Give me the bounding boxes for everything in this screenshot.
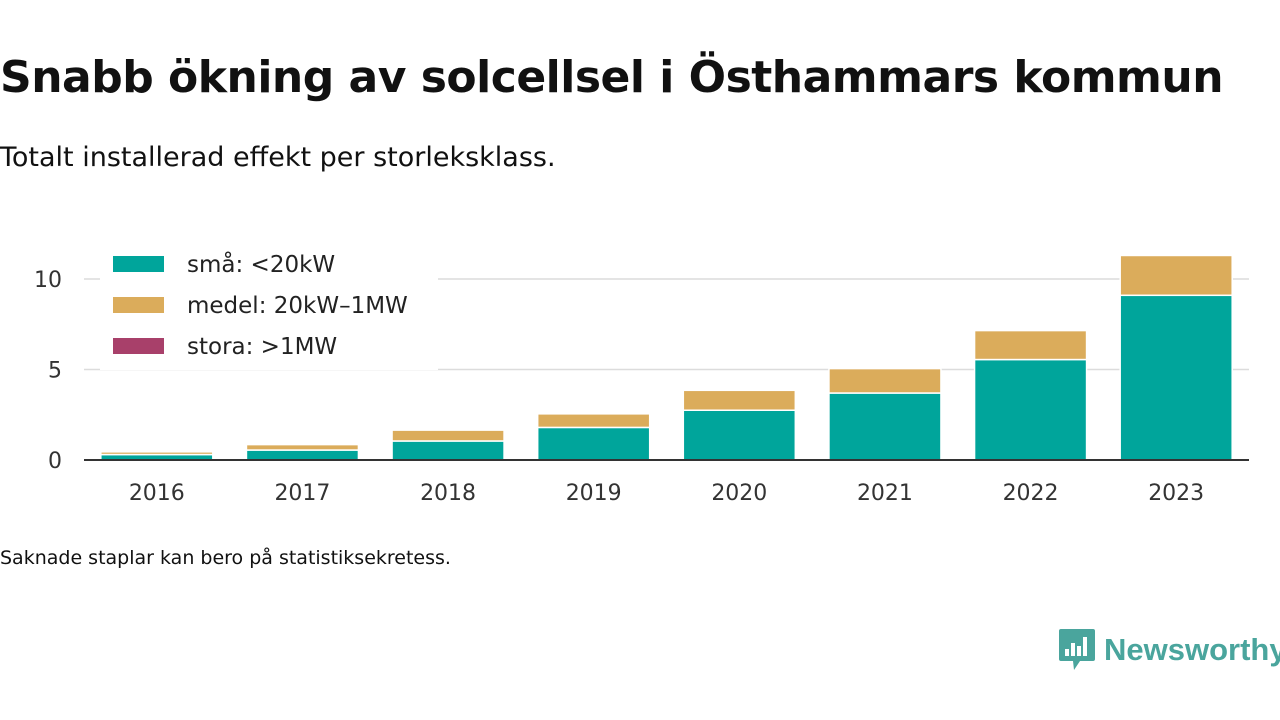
brand-name: Newsworthy [1104, 632, 1280, 667]
bar-segment-1 [100, 451, 214, 456]
bar-segment-0 [682, 409, 797, 461]
bar-segment-0 [1119, 294, 1233, 461]
chart-subtitle: Totalt installerad effekt per storlekskl… [0, 142, 556, 173]
newsworthy-chart-bubble-icon [1059, 629, 1095, 670]
bar-segment-1 [536, 413, 651, 429]
y-tick-label: 5 [48, 359, 62, 384]
bar-segment-1 [682, 389, 797, 411]
legend-swatch [113, 297, 164, 313]
chart-title: Snabb ökning av solcellsel i Östhammars … [0, 52, 1224, 103]
x-tick-label: 2018 [420, 481, 476, 506]
brand-logo: Newsworthy [1058, 628, 1280, 672]
legend-swatch [113, 338, 164, 354]
x-tick-label: 2016 [129, 481, 185, 506]
bar-segment-0 [828, 392, 942, 461]
x-tick-label: 2021 [857, 481, 913, 506]
y-tick-label: 0 [48, 449, 62, 474]
legend-label: små: <20kW [187, 250, 335, 278]
x-tick-label: 2019 [566, 481, 622, 506]
bar-segment-1 [391, 429, 505, 442]
legend-swatch [113, 256, 164, 272]
stacked-bar-chart: 0 5 10 2016 2017 2018 2019 2020 2021 2022 2023 små… [34, 250, 1249, 506]
bar-segment-1 [828, 367, 942, 394]
legend-label: medel: 20kW–1MW [187, 293, 408, 319]
y-tick-label: 10 [34, 268, 62, 293]
bar-segment-0 [536, 426, 651, 461]
legend-label: stora: >1MW [187, 334, 337, 360]
bar-segment-0 [245, 449, 360, 461]
chart-footnote: Saknade staplar kan bero på statistiksek… [0, 547, 451, 569]
x-tick-label: 2023 [1148, 481, 1204, 506]
bar-segment-0 [973, 358, 1088, 461]
bar-segment-1 [1119, 254, 1233, 297]
bar-segment-1 [973, 329, 1088, 361]
bar-segment-0 [391, 440, 505, 461]
x-tick-label: 2022 [1003, 481, 1059, 506]
bar-segment-1 [245, 443, 360, 451]
x-tick-label: 2020 [711, 481, 767, 506]
x-tick-label: 2017 [274, 481, 330, 506]
